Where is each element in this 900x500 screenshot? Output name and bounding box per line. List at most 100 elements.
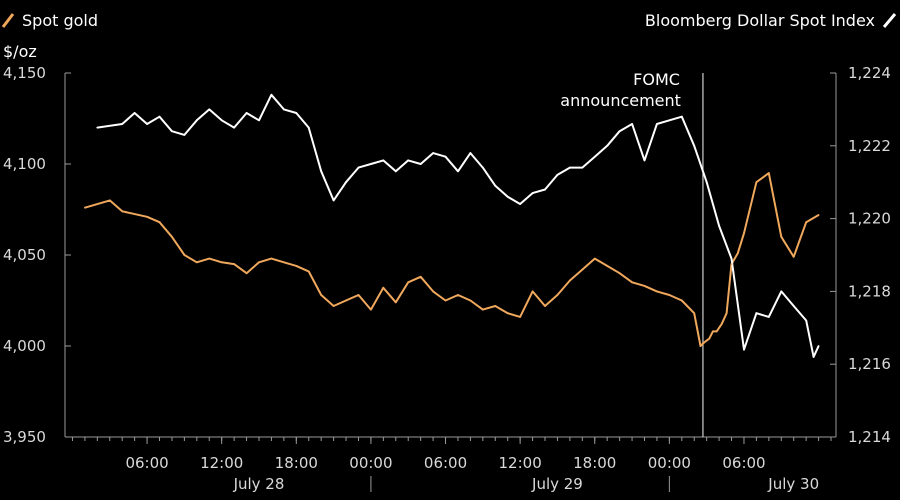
legend-gold-swatch-icon <box>1 13 15 28</box>
x-axis-tick-label: 18:00 <box>275 454 318 472</box>
day-label: July 29 <box>531 475 583 493</box>
gold-data-point <box>593 257 596 260</box>
dollar-data-point <box>755 312 758 315</box>
gold-data-point <box>195 261 198 264</box>
legend-gold-label: Spot gold <box>22 11 98 30</box>
dollar-data-point <box>680 115 683 118</box>
gold-data-point <box>469 299 472 302</box>
dollar-data-point <box>730 257 733 260</box>
legend-dollar-swatch-icon <box>882 13 897 28</box>
gold-data-point <box>345 299 347 302</box>
dollar-data-point <box>705 181 708 184</box>
dollar-data-point <box>544 188 546 191</box>
dollar-data-point <box>208 108 211 111</box>
gold-data-point <box>730 263 733 265</box>
dollar-data-point <box>767 316 770 318</box>
gold-data-point <box>382 286 385 289</box>
dollar-data-point <box>656 123 658 125</box>
dollar-data-point <box>432 152 434 155</box>
left-axis-tick-label: 4,050 <box>3 246 46 264</box>
x-axis-tick-label: 06:00 <box>722 454 765 472</box>
dollar-data-point <box>593 155 596 158</box>
dollar-data-point <box>743 348 745 351</box>
right-axis-tick-label: 1,220 <box>848 210 891 228</box>
dollar-data-point <box>370 163 372 165</box>
x-axis-tick-label: 00:00 <box>648 454 691 472</box>
gold-data-point <box>444 299 447 302</box>
dollar-data-point <box>245 112 248 114</box>
x-axis-tick-label: 06:00 <box>424 454 467 472</box>
gold-data-point <box>370 308 372 311</box>
gold-data-point <box>556 294 559 296</box>
dollar-data-point <box>581 166 584 169</box>
gold-data-point <box>108 199 111 202</box>
dollar-data-point <box>133 112 136 114</box>
dollar-data-point <box>183 134 186 136</box>
gold-data-point <box>780 235 783 238</box>
gold-data-point <box>725 312 728 315</box>
gold-data-point <box>158 221 161 224</box>
right-axis-tick-label: 1,218 <box>848 282 891 300</box>
left-axis-ticks: 3,950 4,000 4,050 4,100 4,150 <box>3 64 71 446</box>
gold-data-point <box>494 305 497 307</box>
gold-data-point <box>183 254 186 256</box>
gold-data-point <box>270 257 273 260</box>
gold-data-point <box>805 221 808 224</box>
x-axis-tick-label: 12:00 <box>499 454 542 472</box>
gold-data-point <box>531 290 534 293</box>
dollar-data-point <box>481 166 484 169</box>
dollar-data-point <box>121 123 124 125</box>
gold-data-point <box>712 330 714 333</box>
gold-data-point <box>233 263 236 265</box>
gold-data-point <box>320 294 323 296</box>
gold-data-point <box>668 294 671 296</box>
gold-data-point <box>618 272 621 275</box>
dollar-data-point <box>618 130 621 133</box>
day-label: July 30 <box>767 475 819 493</box>
right-axis-ticks: 1,214 1,216 1,218 1,220 1,222 1,224 <box>830 64 891 446</box>
dollar-data-point <box>444 155 447 158</box>
gold-data-point <box>680 299 683 302</box>
dollar-data-point <box>469 152 472 155</box>
data-points <box>84 93 820 358</box>
fomc-annotation-line-1: FOMC <box>633 70 680 89</box>
gold-data-point <box>699 345 702 347</box>
gold-data-point <box>544 305 546 307</box>
dollar-data-point <box>171 130 173 133</box>
gold-data-point <box>817 214 820 216</box>
left-axis-unit: $/oz <box>3 42 37 61</box>
x-axis-tick-label: 06:00 <box>125 454 168 472</box>
dollar-data-point <box>718 225 720 227</box>
dollar-data-point <box>569 166 571 169</box>
gold-data-point <box>743 232 745 235</box>
gold-data-point <box>736 252 739 255</box>
dollar-data-point <box>332 199 335 202</box>
gold-data-point <box>295 265 298 267</box>
dollar-data-point <box>158 115 161 118</box>
gold-data-point <box>519 316 521 318</box>
dollar-data-point <box>506 195 509 198</box>
dollar-data-point <box>693 144 696 147</box>
dollar-data-point <box>258 119 260 122</box>
dollar-data-point <box>283 108 285 111</box>
dollar-data-point <box>556 174 559 176</box>
legend-gold: Spot gold <box>1 11 98 30</box>
gold-data-point <box>720 323 723 326</box>
gold-data-point <box>715 330 718 333</box>
dollar-data-point <box>220 119 223 122</box>
dollar-data-point <box>494 184 497 187</box>
left-axis-tick-label: 4,100 <box>3 155 46 173</box>
dollar-data-point <box>631 123 633 125</box>
legend-dollar: Bloomberg Dollar Spot Index <box>645 11 897 30</box>
dollar-data-point <box>195 119 198 122</box>
dollar-data-point <box>394 170 397 173</box>
gold-data-point <box>332 305 335 307</box>
dollar-data-point <box>320 170 323 173</box>
dollar-data-point <box>817 345 820 347</box>
gold-data-point <box>407 281 410 284</box>
right-axis-tick-label: 1,216 <box>848 355 891 373</box>
gold-data-point <box>245 272 248 275</box>
gold-data-point <box>307 270 310 273</box>
dollar-data-point <box>233 126 236 129</box>
gold-data-point <box>84 206 86 209</box>
